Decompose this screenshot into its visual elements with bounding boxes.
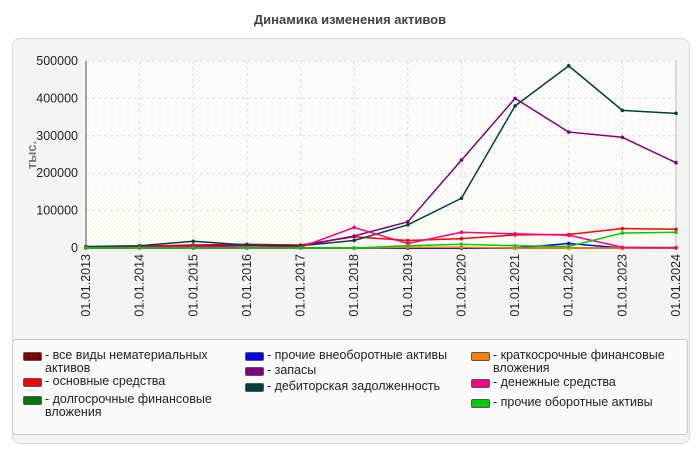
data-point [352, 238, 356, 243]
legend-item-2: - долгосрочные финансовые вложения [23, 393, 233, 419]
x-tick-label: 01.01.2023 [615, 254, 629, 317]
x-tick-label: 01.01.2018 [347, 254, 361, 317]
legend-swatch [23, 378, 42, 387]
x-tick-label: 01.01.2014 [133, 254, 147, 317]
series-line-5 [85, 65, 677, 248]
data-point [459, 245, 464, 250]
series-group [84, 64, 678, 250]
legend-swatch [23, 396, 42, 405]
series-line-8 [86, 231, 677, 249]
data-point [406, 220, 410, 224]
legend-label: - прочие оборотные активы [493, 395, 653, 409]
series-line-1 [85, 227, 677, 248]
data-point [674, 245, 678, 250]
data-point [566, 233, 571, 238]
y-tick-label: 200000 [36, 166, 78, 180]
legend-label: - прочие внеоборотные активы [267, 348, 448, 362]
data-point [459, 236, 464, 241]
legend-swatch [245, 352, 264, 361]
data-point [459, 158, 464, 162]
data-point [406, 223, 410, 227]
chart-title: Динамика изменения активов [253, 12, 447, 27]
y-tick-label: 100000 [36, 204, 78, 218]
data-point [513, 104, 517, 108]
legend-swatch [471, 379, 490, 388]
data-point [620, 108, 625, 113]
data-point [352, 225, 356, 230]
legend-item-1: - основные средства [23, 375, 233, 388]
y-tick-labels: 0 100000 200000 300000 400000 500000 [36, 54, 78, 255]
legend-item-6: - краткосрочные финансовые вложения [471, 349, 683, 375]
data-point [298, 246, 303, 250]
x-tick-label: 01.01.2020 [454, 254, 468, 317]
data-point [406, 243, 410, 248]
data-point [620, 245, 625, 250]
legend-label: - долгосрочные финансовые вложения [45, 392, 212, 419]
legend-item-7: - денежные средства [471, 376, 683, 389]
data-point [513, 96, 517, 101]
plot-area-hatch [86, 61, 676, 248]
x-tick-label: 01.01.2015 [186, 254, 200, 317]
legend-item-0: - все виды нематериальных активов [23, 349, 233, 375]
data-point [245, 246, 249, 250]
x-tick-label: 01.01.2019 [401, 254, 415, 317]
x-tick-labels: 01.01.2013 01.01.2014 01.01.2015 01.01.2016… [79, 254, 683, 317]
y-axis-label: тыс. [24, 141, 39, 169]
data-point [137, 246, 142, 250]
grid-lines [86, 60, 676, 248]
data-point [459, 196, 464, 201]
x-tick-label: 01.01.2016 [240, 254, 254, 317]
legend-item-5: - дебиторская задолженность [245, 380, 463, 393]
y-tick-label: 500000 [36, 54, 78, 68]
data-point [620, 226, 625, 231]
data-point [352, 234, 356, 238]
data-point [406, 238, 410, 243]
legend-label: - запасы [267, 363, 317, 377]
legend-label: - все виды нематериальных активов [45, 348, 208, 375]
y-tick-label: 400000 [36, 91, 78, 105]
data-point [566, 64, 571, 68]
series-line-7 [85, 226, 677, 249]
y-tick-label: 0 [71, 241, 78, 255]
x-tick-label: 01.01.2024 [669, 254, 683, 317]
y-tick-label: 300000 [36, 129, 78, 143]
data-point [84, 246, 88, 250]
legend: - все виды нематериальных активов - основ… [12, 339, 688, 435]
x-tick-label: 01.01.2017 [294, 254, 308, 317]
data-point [513, 231, 517, 236]
data-point [191, 239, 196, 244]
data-point [191, 246, 196, 250]
data-point [566, 130, 571, 134]
legend-label: - денежные средства [493, 375, 616, 389]
data-point [620, 135, 625, 140]
legend-swatch [471, 352, 490, 361]
x-tick-label: 01.01.2013 [79, 254, 93, 317]
legend-swatch [471, 399, 490, 408]
data-point [513, 243, 517, 248]
data-point [566, 244, 571, 249]
data-point [674, 160, 678, 165]
legend-label: - основные средства [45, 374, 166, 388]
legend-item-4: - запасы [245, 364, 463, 377]
data-point [459, 242, 464, 247]
data-point [674, 111, 678, 116]
legend-label: - дебиторская задолженность [267, 379, 441, 393]
legend-item-3: - прочие внеоборотные активы [245, 349, 463, 362]
legend-item-8: - прочие оборотные активы [471, 396, 683, 409]
data-point [674, 230, 678, 235]
legend-swatch [245, 367, 264, 376]
x-tick-label: 01.01.2021 [508, 254, 522, 317]
data-point [674, 227, 678, 232]
legend-swatch [23, 352, 42, 361]
data-point [620, 231, 625, 235]
legend-label: - краткосрочные финансовые вложения [493, 348, 665, 375]
data-point [352, 246, 356, 250]
legend-swatch [245, 383, 264, 392]
data-point [459, 230, 464, 235]
data-point [566, 241, 571, 246]
x-tick-label: 01.01.2022 [562, 254, 576, 317]
